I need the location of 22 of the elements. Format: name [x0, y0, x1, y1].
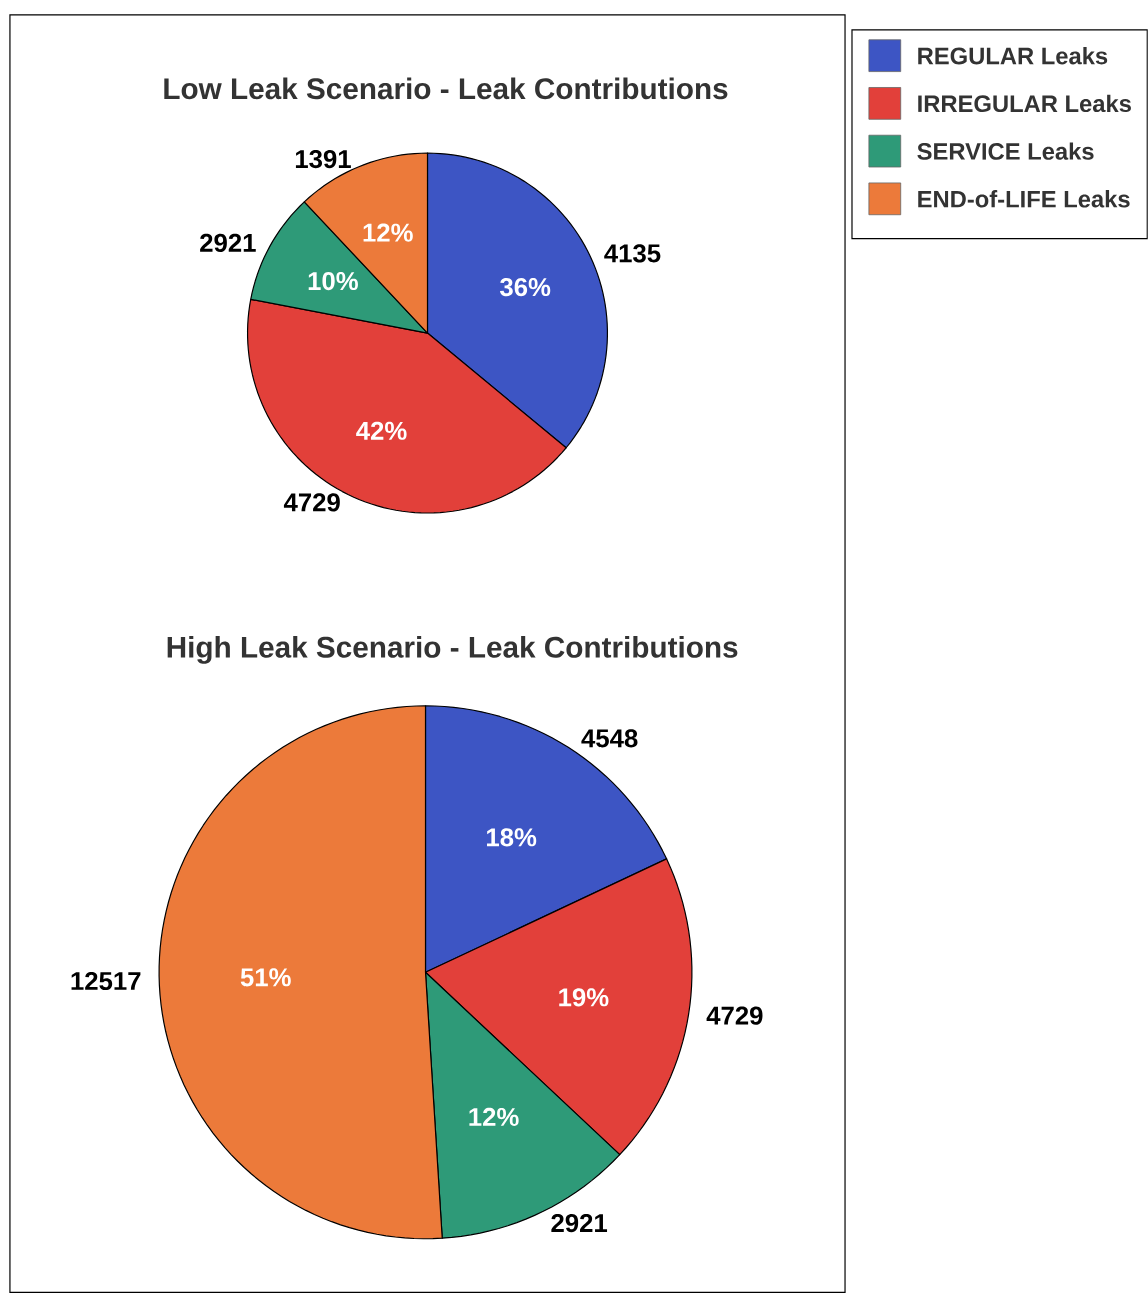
text: 1391 [296, 149, 351, 169]
data-label: 12% [363, 223, 413, 242]
text: 4135 [604, 244, 661, 263]
data-label: 51% [240, 968, 291, 987]
data-label: 10% [308, 271, 359, 291]
text: 4729 [706, 1006, 763, 1025]
legend-label: IRREGULAR Leaks [918, 94, 1132, 113]
text: 12517 [71, 971, 141, 991]
data-label: 36% [500, 277, 551, 297]
data-label: 18% [487, 828, 537, 847]
legend-label: SERVICE Leaks [917, 142, 1094, 160]
text: Low Leak Scenario - Leak Contributions [164, 77, 728, 100]
chart-title: High Leak Scenario - Leak Contributions [167, 636, 738, 664]
text: 2921 [200, 233, 256, 253]
text: 4548 [581, 729, 638, 748]
data-label: 12% [469, 1107, 519, 1127]
text: 2921 [551, 1213, 608, 1233]
data-label: 42% [356, 421, 407, 440]
legend-label: END-of-LIFE Leaks [918, 190, 1130, 208]
text: 4729 [284, 493, 340, 512]
data-label: 19% [559, 988, 609, 1007]
legend-label: REGULAR Leaks [918, 46, 1108, 65]
